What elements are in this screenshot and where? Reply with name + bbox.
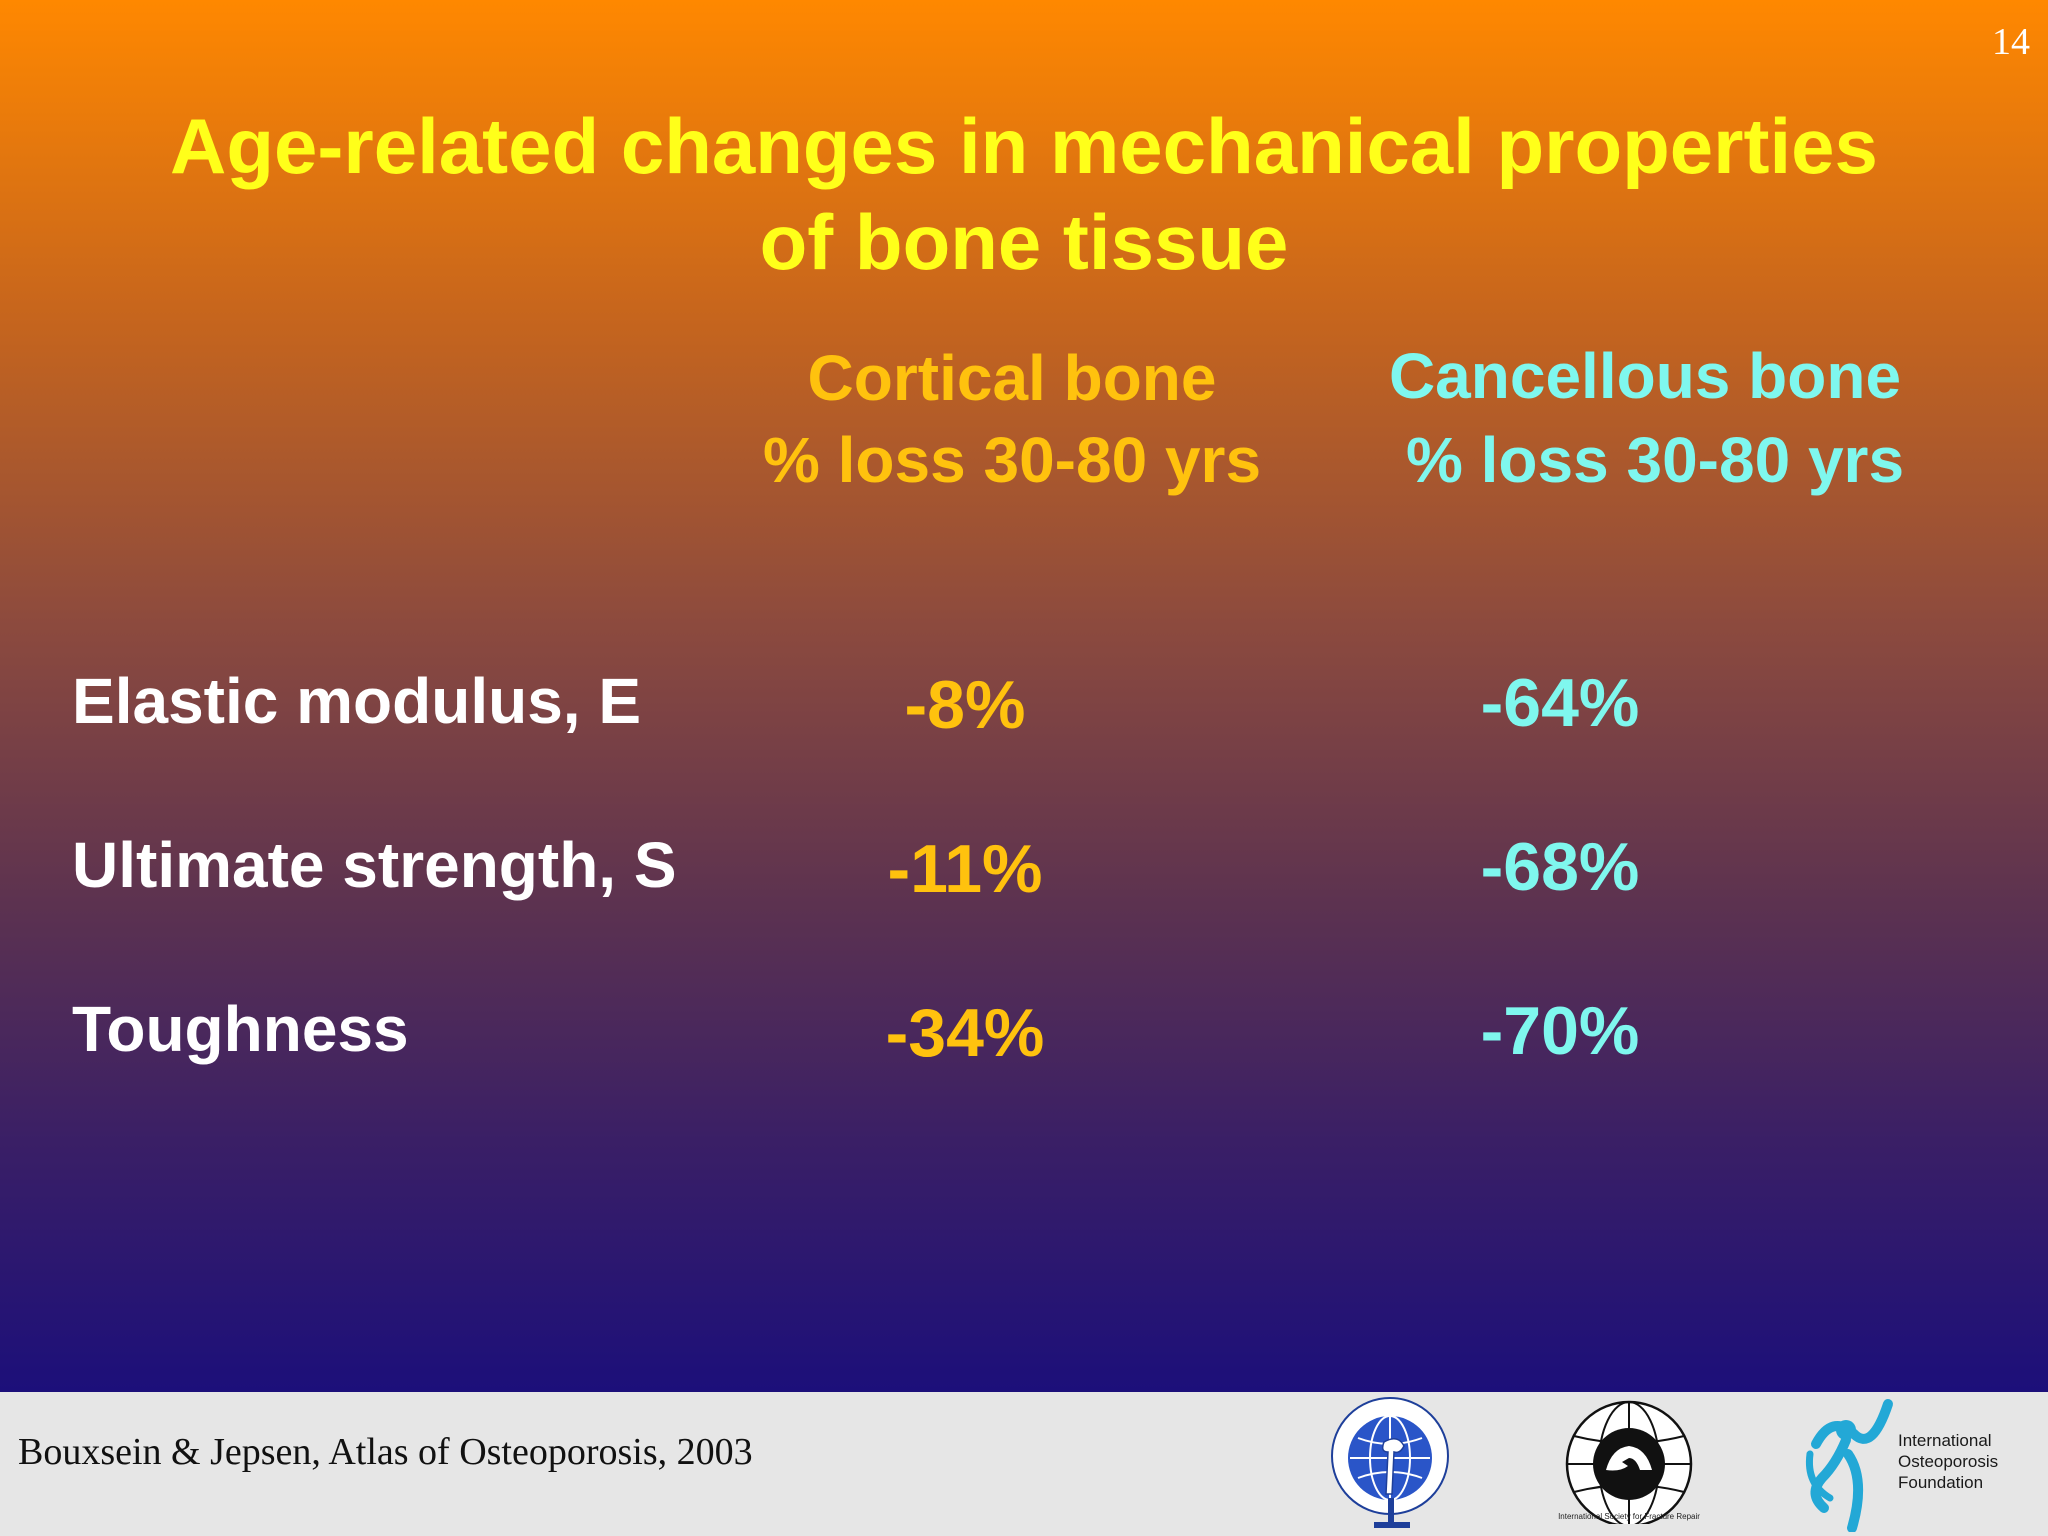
slide-title-line-2: of bone tissue [759,198,1289,286]
iof-line-2: Osteoporosis [1898,1452,1999,1471]
row-label-toughness: Toughness [72,993,409,1065]
cortical-subheader: % loss 30-80 yrs [762,424,1262,496]
footer-bar: Bouxsein & Jepsen, Atlas of Osteoporosis… [0,1392,2048,1536]
bone-and-joint-decade-logo [1331,1397,1449,1528]
cortical-value-elastic-modulus: -8% [904,667,1026,743]
row-label-ultimate-strength: Ultimate strength, S [72,829,677,901]
iof-line-3: Foundation [1898,1473,1984,1492]
isfr-caption: International Society for Fracture Repai… [1558,1512,1700,1521]
iof-wordmark: International Osteoporosis Foundation [1898,1430,1998,1493]
citation: Bouxsein & Jepsen, Atlas of Osteoporosis… [18,1431,753,1473]
slide-title-line-1: Age-related changes in mechanical proper… [170,102,1878,190]
cortical-value-ultimate-strength: -11% [887,831,1043,907]
cancellous-header: Cancellous bone [1388,340,1902,412]
isfr-logo [1565,1400,1693,1532]
row-label-elastic-modulus: Elastic modulus, E [72,665,642,737]
page-number: 14 [1992,21,2030,63]
cortical-header: Cortical bone [807,342,1217,414]
cancellous-value-ultimate-strength: -68% [1480,829,1640,905]
slide-background: 14 Age-related changes in mechanical pro… [0,0,2048,1392]
iof-figure-logo [1805,1399,1893,1532]
iof-line-1: International [1898,1431,1992,1450]
cortical-value-toughness: -34% [885,995,1045,1071]
cancellous-value-toughness: -70% [1480,993,1640,1069]
cancellous-value-elastic-modulus: -64% [1480,665,1640,741]
cancellous-subheader: % loss 30-80 yrs [1405,424,1905,496]
